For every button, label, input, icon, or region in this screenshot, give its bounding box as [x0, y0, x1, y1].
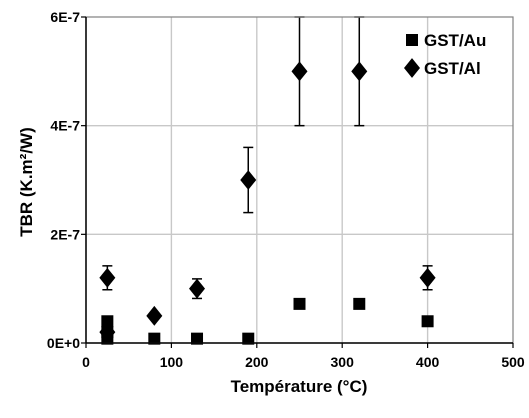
plot-frame [85, 16, 514, 344]
y-tick-label: 2E-7 [50, 226, 80, 242]
data-point-diamond [351, 61, 368, 82]
x-tick-label: 300 [331, 354, 355, 370]
x-tick-label: 200 [245, 354, 269, 370]
data-point-square [421, 315, 434, 328]
data-point-diamond [189, 278, 206, 299]
legend: GST/Au GST/Al [404, 31, 486, 78]
data-point-diamond [240, 170, 257, 190]
data-point-diamond [419, 267, 436, 288]
y-tick-label: 6E-7 [50, 9, 80, 25]
data-point-square [148, 332, 161, 345]
x-tick-label: 500 [501, 354, 525, 370]
x-tick-label: 400 [416, 354, 440, 370]
data-point-diamond [99, 267, 116, 288]
data-point-square [293, 297, 306, 310]
data-point-diamond [99, 322, 116, 343]
y-axis-title: TBR (K.m²/W) [17, 127, 36, 237]
data-point-square [353, 297, 366, 310]
data-point-square [191, 332, 204, 345]
legend-label: GST/Au [424, 31, 486, 50]
x-tick-label: 100 [160, 354, 184, 370]
data-points [99, 16, 436, 345]
data-point-diamond [146, 305, 163, 326]
y-tick-label: 4E-7 [50, 118, 80, 134]
legend-square-icon [406, 34, 418, 46]
data-point-square [101, 315, 114, 328]
x-tick-label: 0 [82, 354, 90, 370]
data-point-diamond [291, 61, 308, 82]
data-point-square [242, 332, 255, 345]
y-tick-label: 0E+0 [47, 335, 80, 351]
x-axis-title: Température (°C) [231, 377, 368, 396]
legend-diamond-icon [404, 58, 420, 78]
axis-ticks: 0 100 200 300 400 500 0E+0 2E-7 4E-7 6E-7 [47, 9, 525, 370]
legend-label: GST/Al [424, 59, 481, 78]
